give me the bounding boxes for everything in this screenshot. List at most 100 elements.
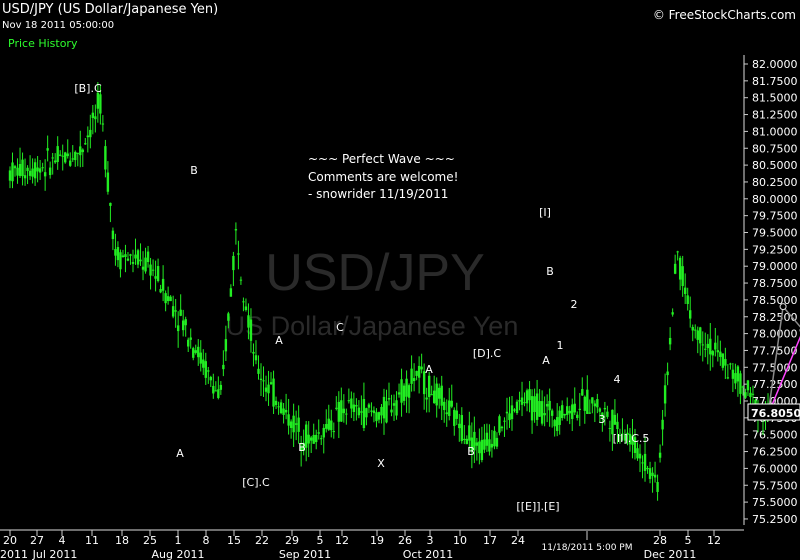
candle-body bbox=[327, 418, 330, 430]
crosshair-date-label: 11/18/2011 5:00 PM bbox=[542, 543, 633, 553]
wave-label: [D].C bbox=[473, 347, 502, 360]
candle-body bbox=[553, 420, 556, 427]
candle-body bbox=[598, 408, 602, 412]
candle-body bbox=[525, 390, 529, 404]
candle-body bbox=[734, 373, 737, 384]
wave-label: 2 bbox=[571, 298, 578, 311]
candle-body bbox=[561, 405, 564, 419]
x-month-label: Aug 2011 bbox=[152, 548, 205, 560]
candle-body bbox=[48, 167, 52, 176]
candle-body bbox=[189, 337, 192, 340]
candle-body bbox=[518, 400, 521, 402]
candle-body bbox=[721, 353, 725, 368]
y-tick-label: 80.2500 bbox=[752, 176, 798, 189]
candle-body bbox=[658, 452, 662, 458]
candle-body bbox=[360, 411, 363, 413]
wave-label: A bbox=[425, 363, 433, 376]
candle-body bbox=[111, 230, 115, 240]
candle-body bbox=[480, 439, 484, 461]
candle-body bbox=[151, 269, 155, 271]
x-day-label: 22 bbox=[255, 534, 269, 547]
candle-body bbox=[460, 415, 463, 442]
candle-body bbox=[18, 164, 22, 176]
candle-body bbox=[315, 434, 318, 443]
candle-body bbox=[282, 408, 285, 415]
candle-body bbox=[714, 342, 717, 350]
y-tick-label: 78.7500 bbox=[752, 277, 798, 290]
candle-body bbox=[613, 414, 617, 425]
candle-body bbox=[523, 402, 526, 404]
candle-body bbox=[543, 413, 546, 416]
candle-body bbox=[169, 296, 172, 302]
candle-body bbox=[362, 399, 366, 429]
candle-body bbox=[36, 167, 39, 172]
candle-body bbox=[699, 327, 702, 344]
candle-body bbox=[468, 425, 471, 441]
x-month-label: Sep 2011 bbox=[279, 548, 331, 560]
candle-body bbox=[159, 288, 162, 293]
candle-body bbox=[176, 325, 180, 332]
candle-body bbox=[232, 255, 235, 271]
candle-body bbox=[56, 146, 59, 162]
candle-body bbox=[490, 443, 494, 448]
y-tick-label: 79.7500 bbox=[752, 210, 798, 223]
candle-body bbox=[156, 266, 160, 282]
candle-body bbox=[566, 406, 569, 415]
annotation-line-3: - snowrider 11/19/2011 bbox=[308, 187, 448, 201]
candle-body bbox=[320, 438, 323, 440]
annotation-line-2: Comments are welcome! bbox=[308, 170, 458, 184]
candle-body bbox=[124, 254, 127, 258]
candle-body bbox=[149, 264, 152, 276]
copyright-link[interactable]: © FreeStockCharts.com bbox=[652, 8, 796, 22]
candle-body bbox=[146, 251, 150, 263]
candle-body bbox=[663, 385, 667, 404]
candle-body bbox=[174, 310, 177, 312]
x-month-label: Dec 2011 bbox=[644, 548, 697, 560]
x-day-label: 1 bbox=[175, 534, 182, 547]
candle-body bbox=[144, 257, 147, 272]
candle-body bbox=[96, 92, 100, 109]
candle-body bbox=[272, 378, 275, 407]
candle-body bbox=[224, 339, 228, 352]
current-price-label: 76.8050 bbox=[751, 407, 800, 420]
candle-body bbox=[99, 94, 102, 114]
candle-body bbox=[335, 407, 338, 409]
candle-body bbox=[704, 348, 707, 350]
candle-body bbox=[666, 371, 669, 376]
candle-body bbox=[744, 392, 747, 398]
candle-body bbox=[633, 437, 637, 453]
candle-body bbox=[277, 406, 280, 408]
candle-body bbox=[262, 380, 265, 382]
candle-body bbox=[618, 435, 622, 437]
candle-body bbox=[646, 467, 649, 470]
candle-body bbox=[535, 393, 539, 420]
candle-body bbox=[676, 251, 679, 253]
candle-body bbox=[475, 442, 479, 446]
candle-body bbox=[648, 468, 652, 479]
candle-body bbox=[701, 344, 704, 346]
candle-body bbox=[197, 346, 200, 358]
watermark-symbol: USD/JPY bbox=[265, 244, 485, 302]
y-tick-label: 76.2500 bbox=[752, 446, 798, 459]
candle-body bbox=[508, 413, 511, 421]
x-day-label: 5 bbox=[685, 534, 692, 547]
candle-body bbox=[51, 157, 54, 159]
candle-body bbox=[254, 355, 258, 361]
x-month-label: 2011 bbox=[0, 548, 28, 560]
candle-body bbox=[119, 252, 122, 270]
candle-body bbox=[304, 424, 308, 448]
candle-body bbox=[302, 442, 305, 451]
candle-body bbox=[739, 373, 742, 394]
candle-body bbox=[498, 416, 501, 433]
current-price-box bbox=[747, 403, 800, 421]
x-day-label: 27 bbox=[30, 534, 44, 547]
price-history-legend[interactable]: Price History bbox=[8, 37, 78, 50]
candle-body bbox=[473, 431, 476, 451]
candle-body bbox=[126, 258, 130, 261]
candle-body bbox=[417, 365, 421, 378]
candle-body bbox=[269, 382, 273, 385]
candle-body bbox=[377, 412, 381, 420]
candle-body bbox=[171, 306, 175, 317]
candle-body bbox=[668, 337, 672, 345]
